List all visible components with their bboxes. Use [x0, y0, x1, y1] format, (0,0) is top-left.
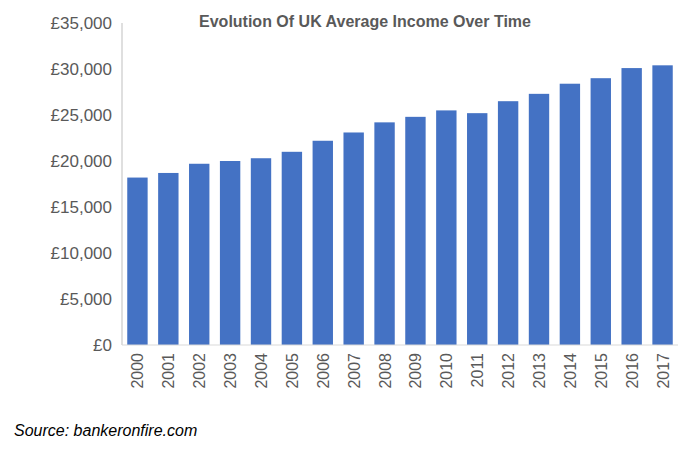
bar	[251, 158, 271, 345]
bar	[313, 141, 333, 345]
bar	[621, 68, 641, 345]
y-tick-label: £5,000	[60, 290, 112, 309]
y-tick-label: £15,000	[51, 198, 112, 217]
y-tick-label: £25,000	[51, 106, 112, 125]
bar	[374, 122, 394, 345]
bar	[467, 113, 487, 345]
y-tick-label: £20,000	[51, 152, 112, 171]
bar	[343, 132, 363, 345]
x-tick-label: 2016	[624, 353, 641, 389]
source-note: Source: bankeronfire.com	[14, 422, 197, 439]
y-axis-line	[122, 23, 123, 345]
bar	[158, 173, 178, 345]
y-tick-label: £30,000	[51, 60, 112, 79]
bar	[591, 78, 611, 345]
y-tick-label: £0	[93, 336, 112, 355]
x-tick-label: 2012	[500, 353, 517, 389]
x-tick-label: 2001	[160, 353, 177, 389]
bar	[652, 65, 672, 345]
bar	[282, 152, 302, 345]
bars	[127, 65, 672, 345]
bar	[127, 178, 147, 345]
chart-svg: Evolution Of UK Average Income Over Time…	[0, 0, 700, 456]
x-tick-label: 2002	[191, 353, 208, 389]
x-tick-label: 2011	[469, 353, 486, 388]
x-tick-label: 2017	[655, 353, 672, 389]
x-tick-label: 2003	[222, 353, 239, 389]
x-tick-label: 2007	[346, 353, 363, 389]
x-tick-label: 2009	[407, 353, 424, 389]
x-tick-label: 2015	[593, 353, 610, 389]
bar	[220, 161, 240, 345]
x-axis-line	[122, 345, 678, 346]
chart-container: Evolution Of UK Average Income Over Time…	[0, 0, 700, 456]
x-tick-label: 2008	[377, 353, 394, 389]
x-tick-label: 2005	[284, 353, 301, 389]
x-tick-label: 2010	[438, 353, 455, 389]
bar	[405, 117, 425, 345]
y-tick-label: £35,000	[51, 14, 112, 33]
bar	[436, 110, 456, 345]
bar	[560, 84, 580, 345]
x-tick-label: 2006	[315, 353, 332, 389]
bar	[498, 101, 518, 345]
y-tick-label: £10,000	[51, 244, 112, 263]
x-tick-label: 2000	[129, 353, 146, 389]
x-tick-label: 2013	[531, 353, 548, 389]
x-tick-label: 2004	[253, 353, 270, 389]
bar	[189, 164, 209, 345]
bar	[529, 94, 549, 345]
chart-title: Evolution Of UK Average Income Over Time	[199, 13, 531, 30]
x-tick-label: 2014	[562, 353, 579, 389]
